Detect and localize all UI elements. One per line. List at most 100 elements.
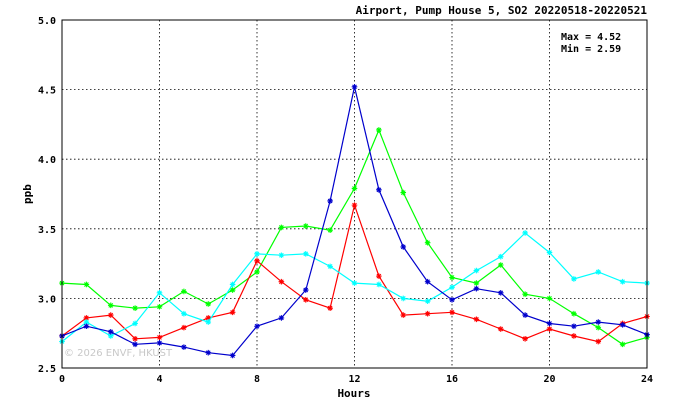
tick-labels: 0 4 8 12 16 20 24 2.5 3.0 3.5 4.0 4.5 5.0 [38,16,653,385]
data-point [181,288,187,295]
data-point [181,324,187,331]
series-4 [59,84,650,359]
data-point [522,291,528,298]
data-point [156,303,163,310]
data-point [302,287,309,293]
series-layer [59,84,650,359]
data-point [376,127,382,133]
data-point [424,239,431,246]
data-point [302,296,309,303]
x-tick-label: 16 [446,374,458,385]
data-point [449,274,455,281]
data-point [254,258,260,264]
data-point [595,338,602,345]
data-point [546,249,553,256]
data-point [546,320,553,327]
data-point [327,227,333,233]
data-point [571,323,577,330]
data-point [156,290,163,296]
series-1 [59,127,650,348]
data-point [497,326,504,332]
data-point [376,273,382,279]
data-point [571,310,577,317]
x-tick-label: 12 [348,374,360,385]
y-axis-label: ppb [21,184,34,204]
data-point [400,312,407,318]
data-point [229,352,236,359]
data-point [254,269,260,275]
data-point [424,298,431,304]
data-point [132,320,138,327]
data-point [132,341,138,348]
data-point [522,335,528,342]
data-point [351,185,358,192]
data-point [107,302,114,309]
series-3 [59,230,650,345]
data-point [278,315,285,321]
data-point [473,280,480,286]
data-point [473,285,480,292]
y-tick-label: 5.0 [38,16,56,27]
data-point [473,267,480,274]
plot-frame [61,19,648,369]
data-point [229,287,236,293]
data-point [522,312,528,318]
data-point [181,344,187,350]
watermark: © 2026 ENVF, HKUST [64,348,173,359]
x-tick-label: 0 [59,374,65,385]
data-point [83,319,90,325]
data-point [83,315,90,321]
data-point [595,324,602,331]
data-point [351,84,358,90]
data-point [107,333,114,339]
data-point [351,202,358,208]
y-tick-label: 4.5 [38,86,56,97]
data-point [571,276,577,282]
data-point [376,281,382,288]
data-point [254,251,260,257]
data-point [107,329,114,335]
data-point [473,316,480,323]
data-point [83,281,90,288]
data-point [278,252,285,259]
data-point [424,310,431,317]
y-tick-label: 3.5 [38,225,56,236]
data-point [522,230,528,236]
data-point [497,290,504,296]
data-point [595,319,602,325]
data-point [449,284,455,291]
data-point [497,253,504,260]
data-point [400,295,407,302]
data-point [376,187,382,193]
y-tick-label: 4.0 [38,155,56,166]
data-point [327,263,333,270]
data-point [132,305,138,311]
max-label: Max = 4.52 [561,32,621,43]
data-point [327,305,333,311]
data-point [205,301,212,307]
data-point [400,189,407,196]
data-point [449,309,455,316]
data-point [229,309,236,316]
data-point [546,295,553,302]
x-tick-label: 4 [156,374,162,385]
data-point [156,340,163,346]
data-point [229,281,236,288]
min-label: Min = 2.59 [561,43,621,55]
x-axis-label: Hours [337,387,370,400]
data-point [83,323,90,330]
data-point [424,278,431,285]
data-point [278,278,285,285]
x-tick-label: 8 [254,374,260,385]
data-point [400,244,407,250]
x-tick-label: 24 [641,374,653,385]
data-point [302,223,309,229]
y-tick-label: 3.0 [38,294,56,305]
data-point [156,334,163,341]
data-point [497,262,504,268]
x-tick-label: 20 [543,374,555,385]
gridlines [62,20,647,368]
data-point [571,333,577,339]
data-point [351,280,358,286]
